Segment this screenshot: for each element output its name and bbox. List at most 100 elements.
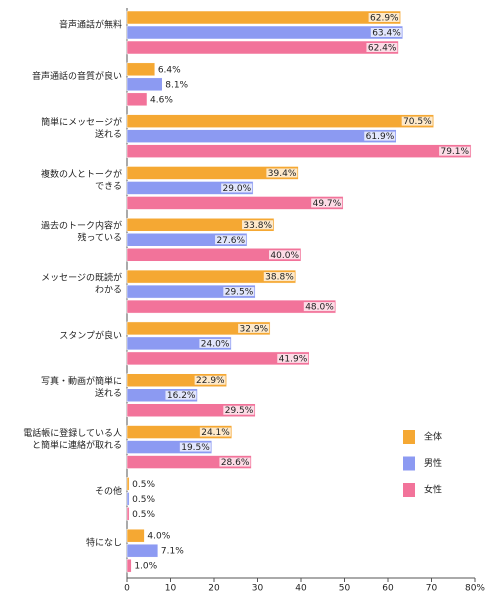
value-label: 7.1%: [161, 547, 184, 557]
x-tick-label: 20: [208, 584, 220, 594]
label-bg: [146, 531, 178, 541]
value-label: 62.4%: [368, 44, 397, 54]
value-label: 32.9%: [240, 324, 269, 334]
label-bg: [156, 64, 188, 74]
y-tick-label: 送れる: [95, 387, 122, 399]
label-bg: [223, 405, 255, 415]
value-label: 28.6%: [221, 458, 250, 468]
bar: [126, 10, 401, 25]
y-tick-label: 複数の人とトークが: [41, 168, 122, 180]
value-label: 62.9%: [370, 14, 399, 24]
bar: [126, 269, 297, 284]
value-label: 39.4%: [268, 169, 297, 179]
label-bg: [311, 198, 343, 208]
label-bg: [370, 28, 402, 37]
bar: [126, 218, 275, 232]
bar: [126, 543, 159, 558]
bar: [126, 284, 256, 299]
bar: [126, 248, 302, 262]
y-tick-label: できる: [95, 181, 122, 192]
bar: [126, 492, 130, 506]
value-label: 40.0%: [270, 251, 299, 261]
value-label: 24.1%: [201, 428, 230, 438]
label-bg: [368, 13, 400, 22]
bar: [126, 62, 156, 77]
label-bg: [164, 79, 196, 89]
y-tick-label: 音声通話が無料: [59, 18, 122, 30]
bar: [126, 403, 256, 417]
legend-swatch: [403, 483, 415, 497]
value-label: 4.0%: [147, 532, 170, 542]
label-bg: [269, 250, 300, 260]
label-bg: [199, 427, 231, 437]
label-bg: [131, 494, 163, 504]
y-tick-label: と簡単に連絡が取れる: [32, 439, 122, 451]
label-bg: [364, 131, 396, 141]
value-label: 27.6%: [216, 236, 245, 246]
label-bg: [194, 375, 226, 385]
bar: [126, 528, 145, 543]
label-bg: [165, 390, 197, 400]
label-bg: [223, 287, 255, 297]
label-bg: [303, 302, 335, 312]
label-bg: [277, 353, 309, 363]
label-bg: [401, 116, 433, 126]
x-tick-label: 70: [426, 584, 438, 594]
value-label: 29.5%: [225, 288, 254, 298]
y-tick-label: 簡単にメッセージが: [41, 116, 122, 128]
bar: [126, 196, 344, 210]
y-tick-label: 残っている: [77, 232, 122, 244]
value-label: 19.5%: [181, 443, 210, 453]
label-bg: [439, 146, 471, 156]
label-bg: [215, 235, 247, 245]
value-label: 8.1%: [165, 80, 188, 90]
bar: [126, 92, 148, 107]
x-tick-label: 0: [124, 584, 130, 594]
bar: [126, 40, 399, 55]
y-tick-label: 送れる: [95, 128, 122, 140]
value-label: 79.1%: [440, 147, 469, 157]
x-tick-label: 40: [295, 584, 307, 594]
label-bg: [221, 183, 253, 193]
x-tick-label: 30: [252, 584, 264, 594]
label-bg: [242, 220, 274, 230]
x-tick-label: 50: [339, 584, 351, 594]
value-label: 6.4%: [158, 65, 181, 75]
legend-label: 男性: [424, 457, 442, 469]
label-bg: [159, 546, 191, 556]
value-label: 0.5%: [132, 480, 155, 490]
value-label: 70.5%: [403, 117, 432, 127]
label-bg: [238, 323, 270, 333]
value-label: 4.6%: [150, 95, 173, 105]
bar: [126, 351, 310, 366]
value-label: 33.8%: [243, 221, 272, 231]
label-bg: [263, 272, 295, 282]
value-label: 29.0%: [223, 184, 252, 194]
value-label: 22.9%: [196, 376, 225, 386]
bar: [126, 166, 299, 180]
value-label: 1.0%: [134, 562, 157, 572]
value-label: 48.0%: [305, 303, 334, 313]
y-tick-label: 特になし: [86, 537, 122, 549]
bar: [126, 77, 163, 92]
value-label: 38.8%: [265, 273, 294, 283]
y-tick-label: わかる: [95, 285, 122, 296]
legend-label: 女性: [424, 484, 442, 496]
bar: [126, 477, 130, 491]
legend-swatch: [403, 430, 415, 444]
value-label: 24.0%: [201, 339, 230, 349]
label-bg: [266, 168, 298, 178]
label-bg: [131, 479, 163, 489]
bar: [126, 25, 404, 40]
label-bg: [131, 509, 163, 519]
y-tick-label: 過去のトーク内容が: [41, 220, 122, 232]
x-tick-label: 60: [382, 584, 394, 594]
label-bg: [199, 338, 231, 348]
x-tick-label: 10: [165, 584, 177, 594]
y-tick-label: メッセージの既読が: [41, 272, 122, 284]
value-label: 29.5%: [225, 406, 254, 416]
label-bg: [133, 561, 165, 571]
x-tick-label: 80%: [465, 584, 485, 594]
y-tick-label: 写真・動画が簡単に: [41, 375, 122, 387]
